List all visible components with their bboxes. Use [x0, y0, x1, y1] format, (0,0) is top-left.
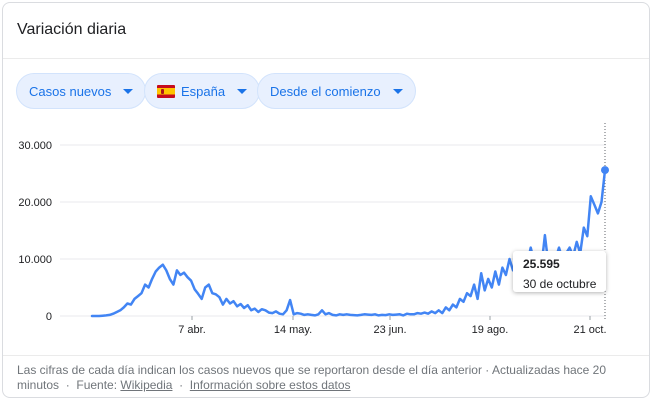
header-divider — [3, 58, 649, 59]
x-tick-label: 7 abr. — [178, 324, 206, 336]
x-tick-label: 14 may. — [274, 324, 312, 336]
x-tick-label: 21 oct. — [573, 324, 606, 336]
chevron-down-icon — [123, 88, 134, 94]
footer: Las cifras de cada día indican los casos… — [17, 363, 607, 392]
x-tick-label: 19 ago. — [472, 324, 509, 336]
range-dropdown[interactable]: Desde el comienzo — [257, 73, 416, 109]
chart-tooltip: 25.595 30 de octubre — [513, 251, 606, 292]
tooltip-date: 30 de octubre — [523, 277, 597, 291]
y-tick-label: 20.000 — [18, 197, 52, 209]
y-tick-label: 30.000 — [18, 140, 52, 152]
footer-note: Las cifras de cada día indican los casos… — [17, 363, 607, 392]
hover-point — [601, 166, 609, 175]
spain-flag-icon — [157, 84, 175, 98]
range-dropdown-label: Desde el comienzo — [270, 83, 381, 99]
country-dropdown[interactable]: España — [144, 73, 261, 109]
tooltip-value: 25.595 — [523, 257, 560, 271]
series-line — [90, 168, 607, 318]
info-link[interactable]: Información sobre estos datos — [189, 378, 351, 392]
source-label: Fuente: — [76, 378, 118, 392]
x-tick-label: 23 jun. — [373, 324, 406, 336]
metric-dropdown[interactable]: Casos nuevos — [16, 73, 147, 109]
y-tick-label: 0 — [46, 311, 52, 323]
wikipedia-link[interactable]: Wikipedia — [120, 378, 173, 392]
y-tick-label: 10.000 — [18, 254, 52, 266]
metric-dropdown-label: Casos nuevos — [29, 83, 112, 99]
card-title: Variación diaria — [17, 21, 127, 38]
footer-divider — [3, 355, 649, 356]
covid-card: Variación diaria Casos nuevos España Des… — [2, 2, 650, 398]
chevron-down-icon — [237, 88, 248, 94]
country-dropdown-label: España — [181, 83, 226, 99]
chevron-down-icon — [392, 88, 403, 94]
